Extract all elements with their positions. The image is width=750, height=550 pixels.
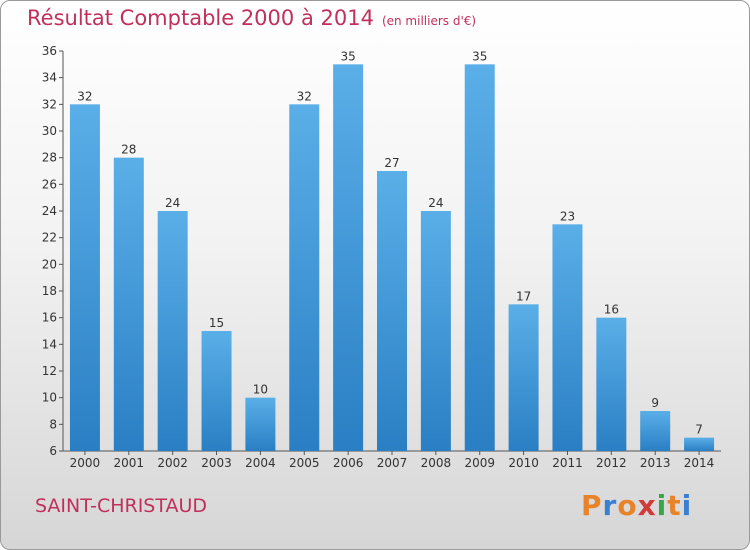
bar-value-label: 32 xyxy=(297,89,312,103)
logo-letter: t xyxy=(667,489,682,522)
bar xyxy=(289,104,320,451)
bar-value-label: 15 xyxy=(209,316,224,330)
y-tick-label: 10 xyxy=(42,391,57,405)
y-tick-label: 20 xyxy=(42,257,57,271)
bar xyxy=(69,104,100,451)
y-tick-label: 36 xyxy=(42,44,57,58)
y-tick-label: 28 xyxy=(42,151,57,165)
bar-value-label: 32 xyxy=(77,89,92,103)
bar-value-label: 16 xyxy=(604,303,619,317)
bar xyxy=(333,64,364,452)
logo-letter: r xyxy=(602,489,618,522)
chart-title: Résultat Comptable 2000 à 2014 (en millie… xyxy=(27,6,476,30)
x-tick-label: 2004 xyxy=(245,456,276,470)
bar xyxy=(245,397,276,451)
y-tick-label: 34 xyxy=(42,71,57,85)
x-tick-label: 2012 xyxy=(596,456,627,470)
bar-value-label: 28 xyxy=(121,143,136,157)
x-tick-label: 2010 xyxy=(508,456,539,470)
bar-value-label: 9 xyxy=(651,396,659,410)
y-tick-label: 18 xyxy=(42,284,57,298)
logo-letter: o xyxy=(617,489,638,522)
x-tick-label: 2013 xyxy=(640,456,671,470)
commune-name: SAINT-CHRISTAUD xyxy=(35,495,208,517)
y-tick-label: 22 xyxy=(42,231,57,245)
bar xyxy=(377,171,407,451)
x-tick-label: 2005 xyxy=(289,456,320,470)
y-tick-label: 26 xyxy=(42,177,57,191)
axes: 6 8 10 12 14 16 18 20 22 24 26 28 30 32 34 36 2000 2001 20… xyxy=(42,44,721,470)
bar-value-label: 17 xyxy=(516,289,531,303)
bar xyxy=(552,224,583,451)
x-tick-label: 2007 xyxy=(377,456,408,470)
bar xyxy=(420,211,451,451)
bar-value-label: 27 xyxy=(384,156,399,170)
x-tick-label: 2009 xyxy=(464,456,495,470)
bars xyxy=(69,64,715,452)
bar-value-label: 24 xyxy=(165,196,180,210)
logo-letter: x xyxy=(637,489,657,522)
y-tick-label: 16 xyxy=(42,311,57,325)
bar xyxy=(464,64,495,452)
x-tick-label: 2003 xyxy=(201,456,232,470)
x-tick-label: 2002 xyxy=(157,456,188,470)
chart-subtitle: (en milliers d'€) xyxy=(381,14,477,28)
y-tick-label: 30 xyxy=(42,124,57,138)
bar-value-label: 10 xyxy=(253,383,268,397)
proxiti-logo: Proxiti xyxy=(581,489,692,522)
bar xyxy=(684,437,715,451)
bar-value-label: 7 xyxy=(695,423,703,437)
x-tick-label: 2011 xyxy=(552,456,583,470)
bar-value-label: 35 xyxy=(340,49,355,63)
x-tick-label: 2014 xyxy=(684,456,715,470)
bar xyxy=(157,211,188,451)
logo-letter: P xyxy=(581,489,603,522)
x-tick-label: 2001 xyxy=(114,456,145,470)
data-labels: 32 28 24 15 10 32 35 27 24 35 17 23 16 9 7 xyxy=(77,49,703,436)
y-tick-label: 8 xyxy=(49,417,57,431)
chart-title-text: Résultat Comptable 2000 à 2014 xyxy=(27,6,374,30)
x-tick-label: 2006 xyxy=(333,456,364,470)
x-tick-label: 2000 xyxy=(70,456,101,470)
bar-value-label: 23 xyxy=(560,209,575,223)
y-tick-label: 12 xyxy=(42,364,57,378)
y-tick-label: 32 xyxy=(42,97,57,111)
bar xyxy=(596,317,627,451)
y-tick-label: 24 xyxy=(42,204,57,218)
bar xyxy=(640,411,671,451)
logo-letter: i xyxy=(681,489,693,522)
bar xyxy=(201,331,232,451)
bar xyxy=(113,157,144,451)
bar-value-label: 35 xyxy=(472,49,487,63)
y-tick-label: 14 xyxy=(42,337,57,351)
bar-value-label: 24 xyxy=(428,196,443,210)
y-tick-label: 6 xyxy=(49,444,57,458)
x-tick-label: 2008 xyxy=(421,456,452,470)
logo-letter: i xyxy=(656,489,668,522)
bar xyxy=(508,304,539,451)
